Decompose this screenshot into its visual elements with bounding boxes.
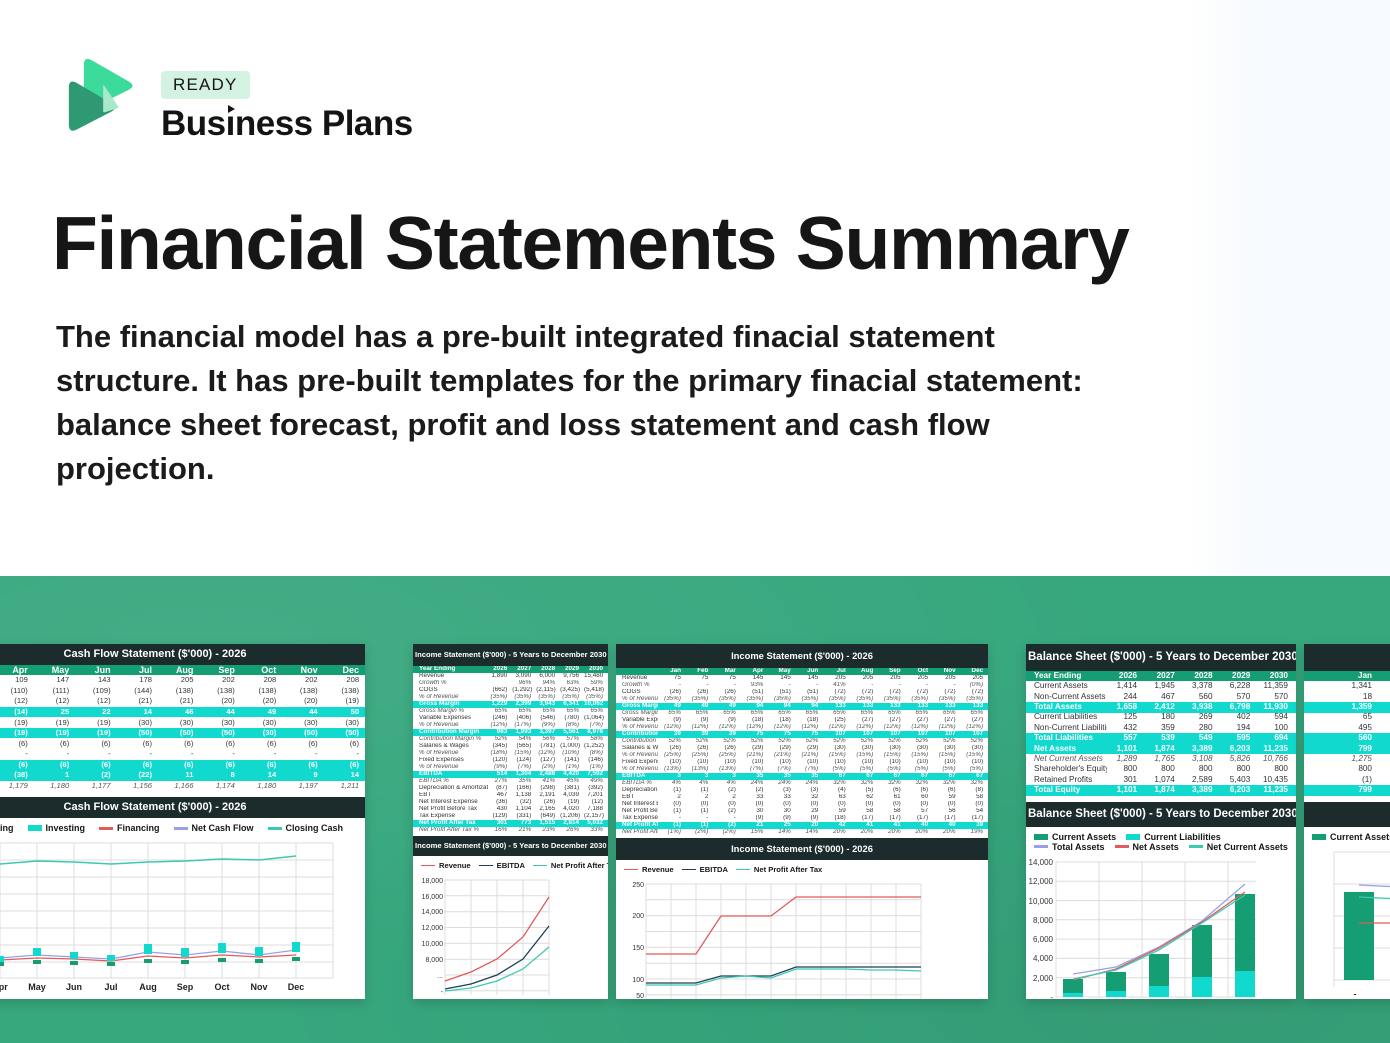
- svg-text:Sep: Sep: [177, 982, 194, 992]
- svg-text:Jun: Jun: [66, 982, 82, 992]
- svg-text:16,000: 16,000: [422, 894, 444, 901]
- svg-text:Jan: Jan: [1352, 993, 1366, 995]
- svg-text:14,000: 14,000: [422, 909, 444, 916]
- svg-text:150: 150: [632, 945, 644, 952]
- svg-text:100: 100: [632, 977, 644, 984]
- svg-text:10,000: 10,000: [1029, 897, 1054, 906]
- svg-text:6,000: 6,000: [1033, 935, 1054, 944]
- svg-text:Nov: Nov: [250, 982, 267, 992]
- svg-text:14,000: 14,000: [1029, 858, 1054, 867]
- svg-text:...: ...: [437, 973, 443, 980]
- svg-text:Aug: Aug: [139, 982, 157, 992]
- svg-text:200: 200: [632, 913, 644, 920]
- svg-text:-: -: [1050, 993, 1053, 999]
- svg-text:8,000: 8,000: [1033, 916, 1054, 925]
- svg-text:Oct: Oct: [214, 982, 229, 992]
- svg-text:8,000: 8,000: [425, 957, 443, 964]
- svg-text:May: May: [28, 982, 46, 992]
- svg-text:12,000: 12,000: [1029, 877, 1054, 886]
- svg-text:4,000: 4,000: [1033, 954, 1054, 963]
- svg-text:2,000: 2,000: [1033, 974, 1054, 983]
- svg-text:250: 250: [632, 882, 644, 889]
- svg-text:Jul: Jul: [104, 982, 117, 992]
- svg-text:12,000: 12,000: [422, 925, 444, 932]
- svg-text:-: -: [441, 989, 444, 996]
- svg-text:18,000: 18,000: [422, 878, 444, 885]
- svg-text:50: 50: [636, 993, 644, 999]
- svg-text:Apr: Apr: [0, 982, 8, 992]
- svg-text:10,000: 10,000: [422, 941, 444, 948]
- svg-text:Dec: Dec: [288, 982, 305, 992]
